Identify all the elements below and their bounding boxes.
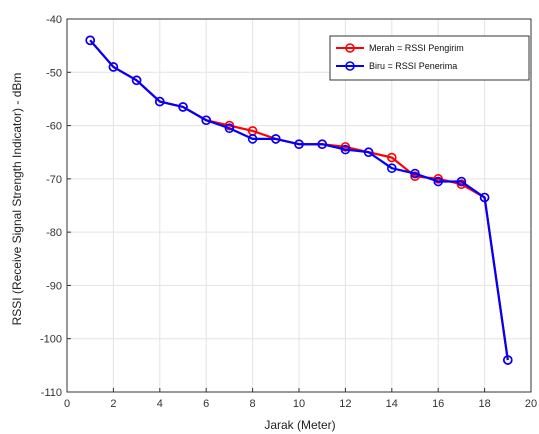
y-tick-label: -90	[46, 280, 62, 292]
data-point	[456, 176, 467, 187]
data-point	[433, 176, 444, 187]
data-point	[386, 163, 397, 173]
y-tick-label: -80	[46, 227, 62, 239]
data-point	[340, 144, 351, 155]
data-point	[340, 142, 351, 152]
data-point	[363, 147, 374, 158]
data-point	[155, 96, 165, 107]
x-tick-label: 20	[525, 398, 537, 410]
x-tick-label: 10	[293, 398, 305, 410]
data-point	[410, 168, 420, 179]
legend: Merah = RSSI Pengirim Biru = RSSI Penerim…	[329, 35, 530, 81]
data-point	[131, 75, 142, 86]
data-point	[178, 102, 188, 112]
x-tick-label: 4	[157, 398, 163, 410]
x-tick-label: 2	[110, 398, 116, 410]
data-point	[224, 120, 235, 131]
data-point	[201, 115, 211, 126]
data-point	[85, 35, 95, 46]
tick-labels: 0 2 4 6 8 10 12 14 16 18 20 -110 -100 -90 -80 -70 -60 -50…	[40, 14, 537, 410]
series-2	[85, 35, 513, 365]
x-tick-label: 16	[432, 398, 444, 410]
x-axis-label: Jarak (Meter)	[264, 418, 335, 432]
legend-marker	[345, 61, 355, 71]
legend-label: Biru = RSSI Penerima	[369, 61, 457, 71]
x-tick-label: 8	[250, 398, 256, 410]
y-tick-label: -100	[40, 334, 62, 346]
legend-entry: Merah = RSSI Pengirim	[336, 43, 464, 53]
data-point	[433, 174, 444, 184]
series-layer	[85, 35, 513, 365]
y-tick-label: -60	[46, 121, 62, 133]
axes	[66, 18, 532, 393]
x-tick-label: 18	[478, 398, 490, 410]
y-tick-label: -110	[41, 387, 62, 399]
x-tick-label: 14	[386, 398, 398, 410]
x-tick-label: 6	[203, 398, 209, 410]
data-point	[502, 355, 513, 365]
data-point	[224, 123, 235, 134]
data-point	[108, 62, 119, 72]
legend-marker	[345, 43, 355, 53]
y-axis-label: RSSI (Receive Signal Strength Indicator)…	[10, 73, 24, 326]
series-line	[89, 39, 509, 361]
x-tick-label: 0	[64, 398, 70, 410]
legend-box	[329, 35, 530, 81]
data-point	[294, 139, 304, 150]
y-tick-label: -50	[46, 67, 62, 79]
data-point	[317, 139, 328, 150]
x-tick-label: 12	[339, 398, 351, 410]
legend-label: Merah = RSSI Pengirim	[369, 43, 464, 53]
data-point	[479, 192, 490, 203]
legend-entry: Biru = RSSI Penerima	[336, 61, 457, 71]
data-point	[247, 134, 258, 144]
data-point	[386, 152, 397, 163]
data-point	[410, 171, 420, 181]
grid	[66, 18, 532, 393]
y-tick-label: -70	[46, 174, 62, 186]
data-point	[270, 134, 281, 144]
y-tick-label: -40	[46, 14, 62, 26]
